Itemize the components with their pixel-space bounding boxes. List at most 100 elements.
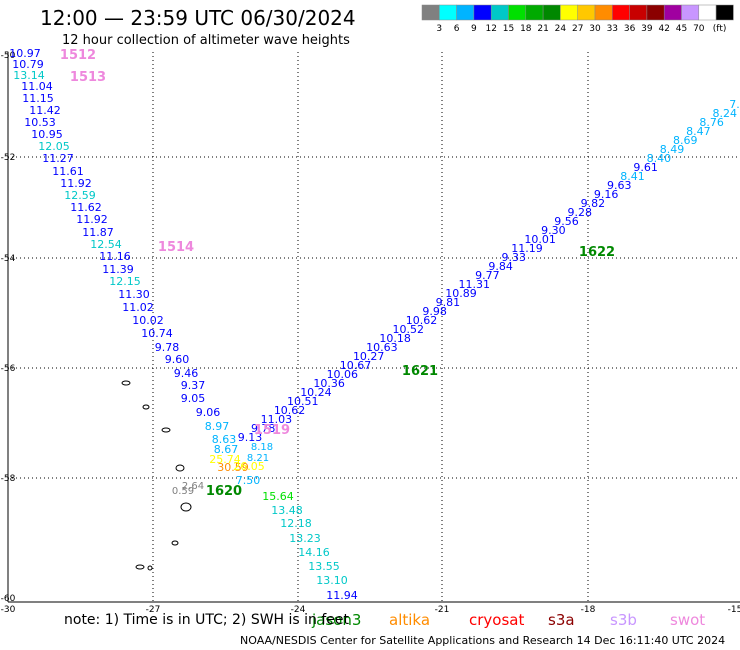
colorbar-swatch [629, 4, 648, 21]
wave-height-value: 11.16 [99, 250, 131, 263]
wave-height-value: 8.41 [620, 170, 645, 183]
legend-s3a: s3a [548, 611, 575, 629]
pass-label: 1621 [402, 364, 438, 379]
wave-height-value: 9.16 [594, 188, 619, 201]
wave-height-value: 2.64 [182, 481, 204, 492]
colorbar-tick-label: 18 [520, 24, 532, 34]
wave-height-value: 10.52 [393, 323, 425, 336]
wave-height-value: 9.13 [238, 431, 263, 444]
wave-height-value: 9.46 [174, 367, 199, 380]
colorbar-swatch [698, 4, 717, 21]
wave-height-value: 12.59 [64, 189, 96, 202]
wave-height-value: 8.18 [251, 442, 273, 453]
colorbar-swatch [663, 4, 682, 21]
colorbar-tick-label: 45 [676, 24, 687, 34]
wave-height-value: 9.77 [475, 269, 500, 282]
colorbar-swatch [439, 4, 457, 21]
wave-height-value: 9.05 [181, 392, 206, 405]
map-subtitle: 12 hour collection of altimeter wave hei… [62, 33, 350, 48]
colorbar-swatch [473, 4, 492, 21]
colorbar-tick-label: 27 [572, 24, 583, 34]
satellite-legend: jason3 altika cryosat s3a s3b swot [0, 611, 740, 631]
wave-height-value: 13.48 [271, 504, 303, 517]
wave-height-value: 0.59 [172, 486, 194, 497]
wave-height-value: 12.05 [38, 140, 70, 153]
wave-height-value: 13.55 [308, 560, 340, 573]
latitude-tick-label: -60 [1, 594, 16, 604]
pass-label: 1512 [60, 48, 96, 63]
wave-height-value: 10.02 [132, 314, 164, 327]
wave-height-value: 10.62 [274, 404, 306, 417]
wave-height-value: 10.63 [366, 341, 398, 354]
wave-height-value: 12.18 [280, 517, 312, 530]
wave-height-value: 11.39 [102, 263, 134, 276]
wave-height-value: 8.63 [212, 433, 237, 446]
wave-height-value: 11.62 [70, 201, 102, 214]
latitude-tick-label: -56 [1, 364, 16, 374]
colorbar-tick-label: 24 [555, 24, 567, 34]
colorbar-tick-label: 6 [454, 24, 460, 34]
pass-label: 1620 [206, 484, 242, 499]
wave-height-value: 9.28 [567, 206, 592, 219]
island-outline [121, 380, 131, 386]
pass-label: 1622 [579, 245, 615, 260]
wave-height-value: 8.24 [713, 107, 738, 120]
wave-height-value: 10.53 [24, 116, 56, 129]
colorbar-unit: (ft) [713, 24, 727, 34]
wave-height-value: 9.06 [196, 406, 221, 419]
pass-label: 1513 [70, 70, 106, 85]
latitude-tick-label: -52 [1, 153, 16, 163]
wave-height-value: 10.06 [327, 368, 359, 381]
colorbar-swatch [715, 4, 734, 21]
legend-s3b: s3b [610, 611, 637, 629]
colorbar-tick-label: 42 [658, 24, 669, 34]
island-outline [180, 502, 192, 512]
wave-height-value: 10.74 [141, 327, 173, 340]
wave-height-value: 9.82 [581, 197, 606, 210]
colorbar-tick-label: 33 [607, 24, 618, 34]
pass-labels: 1512 1513 1514 1519 1620 1621 1622 [60, 48, 615, 499]
wave-height-value: 10.79 [12, 58, 44, 71]
wave-height-value: 10.01 [524, 233, 556, 246]
colorbar-swatch [542, 4, 561, 21]
longitude-tick-label: -15 [728, 605, 740, 615]
wave-height-value: 9.84 [488, 260, 513, 273]
wave-height-value: 8.49 [660, 143, 685, 156]
wave-height-value: 10.27 [353, 350, 385, 363]
wave-height-value: 11.92 [60, 177, 92, 190]
colorbar-tick-label: 15 [503, 24, 514, 34]
wave-height-value: 10.97 [9, 47, 41, 60]
wave-height-value: 14.16 [298, 546, 330, 559]
map-grid [7, 52, 740, 603]
wave-height-value: 8.40 [647, 152, 672, 165]
wave-height-value: 10.24 [300, 386, 332, 399]
wave-height-value: 10.89 [445, 287, 477, 300]
longitude-tick-label: -24 [291, 605, 306, 615]
wave-height-value: 26.05 [233, 460, 265, 473]
island-outline [142, 404, 150, 410]
axis-ticks: -30 -27 -24 -21 -18 -15 -50 -52 -54 -56 -58 -60 [1, 51, 740, 615]
longitude-tick-label: -18 [581, 605, 596, 615]
wave-height-value: 9.56 [554, 215, 579, 228]
footnote: note: 1) Time is in UTC; 2) SWH is in fe… [64, 612, 350, 628]
island-outline [175, 464, 185, 472]
wave-height-value: 11.03 [261, 413, 293, 426]
wave-height-value: 8.67 [214, 443, 239, 456]
colorbar-swatch [456, 4, 475, 21]
wave-height-value: 11.27 [42, 152, 74, 165]
wave-height-value: 12.54 [90, 238, 122, 251]
wave-height-value: 11.87 [82, 226, 114, 239]
wave-height-value: 13.10 [316, 574, 348, 587]
colorbar-tick-label: 9 [471, 24, 477, 34]
colorbar-swatch [508, 4, 527, 21]
longitude-tick-label: -21 [435, 605, 450, 615]
island-outline [135, 564, 145, 570]
colorbar-swatch [577, 4, 596, 21]
wave-height-value: 10.51 [287, 395, 319, 408]
colorbar-tick-label: 3 [436, 24, 442, 34]
wave-height-value: 7.50 [236, 474, 261, 487]
wave-height-value: 11.15 [22, 92, 54, 105]
colorbar: 3 6 9 12 15 18 21 24 27 30 33 36 39 42 45 70 (ft) [421, 4, 734, 34]
colorbar-swatch [681, 4, 700, 21]
